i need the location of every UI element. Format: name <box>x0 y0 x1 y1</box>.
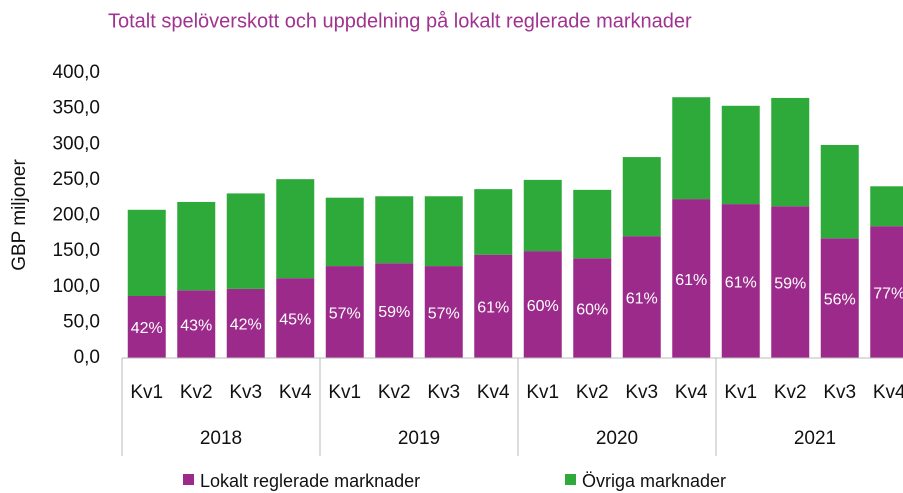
y-axis-label: GBP miljoner <box>9 159 30 271</box>
bar-segment <box>226 193 265 289</box>
x-tick-label: Kv2 <box>774 382 807 403</box>
y-tick-label: 200,0 <box>52 205 100 226</box>
x-tick-label: Kv4 <box>477 382 510 403</box>
x-tick-label: Kv4 <box>279 382 312 403</box>
legend-label: Lokalt reglerade marknader <box>200 471 420 491</box>
legend-swatch <box>565 474 576 485</box>
x-tick-label: Kv3 <box>427 382 460 403</box>
group-label: 2020 <box>596 428 638 449</box>
bar-segment <box>820 238 859 358</box>
x-tick-label: Kv3 <box>823 382 856 403</box>
group-label: 2019 <box>398 428 440 449</box>
bar-segment <box>721 105 760 205</box>
group-label: 2021 <box>794 428 836 449</box>
bar-segment <box>276 179 315 279</box>
bar-segment <box>672 97 711 200</box>
bar-segment <box>771 206 810 358</box>
bar-segment <box>573 189 612 259</box>
share-label: 45% <box>279 311 311 328</box>
x-tick-label: Kv1 <box>130 382 163 403</box>
bar-segment <box>622 157 661 237</box>
chart-title: Totalt spelöverskott och uppdelning på l… <box>108 10 692 32</box>
share-label: 61% <box>626 290 658 307</box>
share-label: 60% <box>576 301 608 318</box>
y-tick-label: 300,0 <box>52 133 100 154</box>
share-label: 59% <box>774 275 806 292</box>
bar-segment <box>375 263 414 358</box>
bar-segment <box>523 251 562 358</box>
x-tick-label: Kv2 <box>576 382 609 403</box>
x-tick-label: Kv1 <box>328 382 361 403</box>
legend-swatch <box>183 474 194 485</box>
bar-segment <box>375 196 414 264</box>
bar-segment <box>474 254 513 358</box>
bar-segment <box>127 296 166 358</box>
x-tick-label: Kv3 <box>625 382 658 403</box>
share-label: 61% <box>477 300 509 317</box>
bar-segment <box>325 197 364 267</box>
x-tick-label: Kv3 <box>229 382 262 403</box>
bar-segment <box>870 186 903 227</box>
y-tick-label: 350,0 <box>52 98 100 119</box>
bar-segment <box>573 258 612 358</box>
bar-segment <box>771 97 810 207</box>
x-tick-label: Kv1 <box>526 382 559 403</box>
share-label: 43% <box>180 317 212 334</box>
share-label: 56% <box>824 291 856 308</box>
share-label: 57% <box>428 305 460 322</box>
share-label: 42% <box>230 317 262 334</box>
x-tick-label: Kv2 <box>180 382 213 403</box>
share-label: 61% <box>675 272 707 289</box>
y-tick-label: 250,0 <box>52 169 100 190</box>
bar-segment <box>127 209 166 297</box>
share-label: 57% <box>329 305 361 322</box>
share-label: 77% <box>873 285 903 302</box>
x-tick-label: Kv2 <box>378 382 411 403</box>
x-tick-label: Kv4 <box>873 382 903 403</box>
bar-segment <box>721 204 760 358</box>
bar-segment <box>226 288 265 358</box>
y-tick-label: 0,0 <box>74 347 100 368</box>
bar-segment <box>622 236 661 358</box>
share-label: 61% <box>725 274 757 291</box>
bar-segment <box>325 266 364 358</box>
x-tick-label: Kv4 <box>675 382 708 403</box>
bar-segment <box>177 290 216 358</box>
y-tick-label: 100,0 <box>52 276 100 297</box>
share-label: 42% <box>131 320 163 337</box>
share-label: 59% <box>378 304 410 321</box>
group-label: 2018 <box>200 428 242 449</box>
bar-segment <box>474 189 513 255</box>
bar-segment <box>820 144 859 239</box>
bar-segment <box>424 266 463 358</box>
bar-segment <box>276 278 315 358</box>
y-tick-label: 400,0 <box>52 62 100 83</box>
bar-segment <box>523 179 562 252</box>
y-tick-label: 150,0 <box>52 240 100 261</box>
bar-segment <box>424 196 463 267</box>
x-tick-label: Kv1 <box>724 382 757 403</box>
bar-segment <box>870 226 903 358</box>
bar-segment <box>672 199 711 358</box>
bar-segment <box>177 201 216 291</box>
legend-label: Övriga marknader <box>582 471 726 491</box>
share-label: 60% <box>527 298 559 315</box>
y-tick-label: 50,0 <box>63 311 100 332</box>
